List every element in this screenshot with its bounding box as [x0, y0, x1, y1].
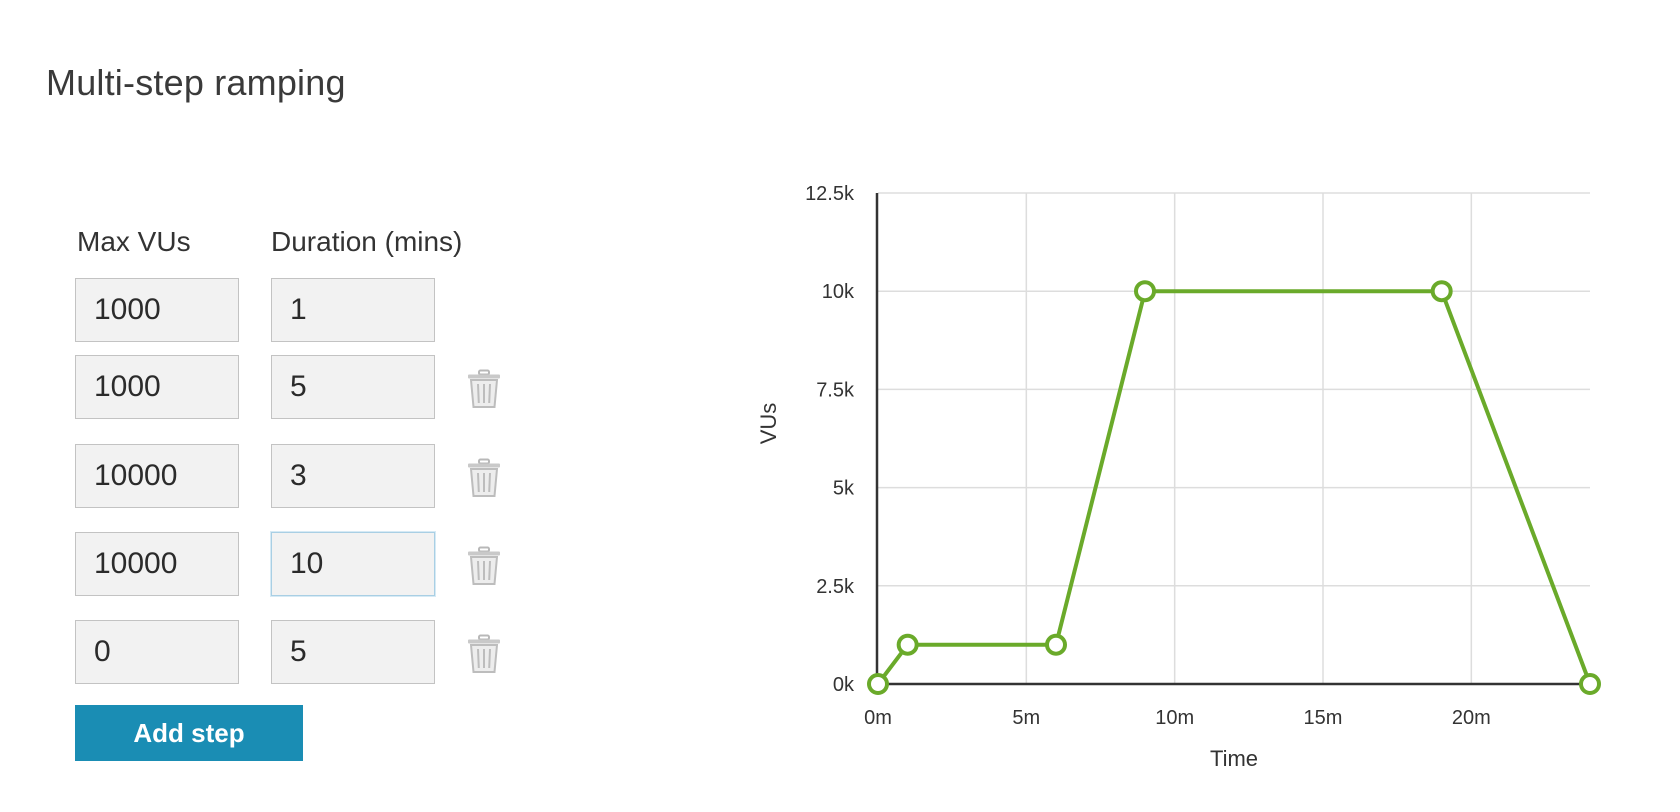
step-row [0, 620, 560, 686]
chart-series [867, 280, 1601, 695]
delete-step-button[interactable] [466, 634, 502, 674]
y-tick-label: 7.5k [816, 379, 855, 401]
max-vus-input[interactable] [75, 444, 239, 508]
trash-icon [468, 546, 500, 585]
data-point [1430, 280, 1453, 303]
max-vus-input[interactable] [75, 355, 239, 419]
x-tick-label: 10m [1155, 707, 1194, 729]
data-point [867, 673, 889, 695]
x-tick-label: 5m [1012, 707, 1040, 729]
y-tick-label: 0k [833, 674, 855, 696]
x-tick-label: 20m [1452, 707, 1491, 729]
delete-step-button[interactable] [466, 546, 502, 586]
add-step-button[interactable]: Add step [75, 705, 303, 761]
y-tick-label: 2.5k [816, 576, 855, 598]
y-tick-label: 5k [833, 478, 855, 500]
max-vus-header: Max VUs [77, 226, 191, 257]
chart-ticks: 0k 2.5k 5k 7.5k 10k 12.5k 0m 5m 10m 15m 20m [805, 183, 1491, 729]
x-axis-label: Time [1210, 746, 1258, 771]
max-vus-input[interactable] [75, 532, 239, 596]
duration-input[interactable] [271, 278, 435, 342]
delete-step-button[interactable] [466, 369, 502, 409]
trash-icon [468, 369, 500, 408]
duration-header: Duration (mins) [271, 226, 463, 257]
chart-axes [875, 193, 1590, 686]
trash-icon [468, 634, 500, 673]
chart-svg: 0k 2.5k 5k 7.5k 10k 12.5k 0m 5m 10m 15m 20m Time V… [756, 183, 1601, 771]
trash-icon [468, 458, 500, 497]
data-point [896, 633, 919, 656]
step-row [0, 444, 560, 510]
max-vus-input[interactable] [75, 278, 239, 342]
chart-grid [878, 192, 1590, 684]
step-row [0, 355, 560, 421]
y-axis-label: VUs [756, 403, 781, 445]
y-tick-label: 10k [822, 281, 855, 303]
max-vus-input[interactable] [75, 620, 239, 684]
data-point [1134, 280, 1156, 303]
duration-input[interactable] [271, 444, 435, 508]
page-title: Multi-step ramping [46, 62, 346, 103]
x-tick-label: 15m [1304, 707, 1343, 729]
duration-input[interactable] [271, 620, 435, 684]
duration-input[interactable] [271, 532, 435, 596]
x-tick-label: 0m [864, 707, 892, 729]
step-row [0, 278, 560, 344]
delete-step-button[interactable] [466, 458, 502, 498]
ramping-chart: 0k 2.5k 5k 7.5k 10k 12.5k 0m 5m 10m 15m 20m Time V… [740, 170, 1620, 790]
duration-input[interactable] [271, 355, 435, 419]
y-tick-label: 12.5k [805, 183, 855, 205]
data-point [1045, 633, 1067, 656]
step-row [0, 532, 560, 598]
data-point [1579, 673, 1601, 695]
